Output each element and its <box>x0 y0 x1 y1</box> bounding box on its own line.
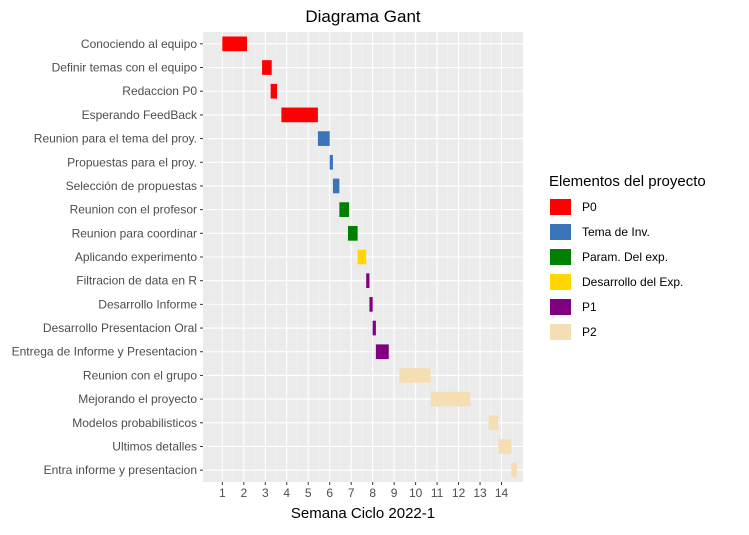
legend-entry-label: Param. Del exp. <box>582 250 668 264</box>
legend-swatch <box>550 274 571 290</box>
x-tick-label: 7 <box>348 486 355 500</box>
legend-swatch <box>550 324 571 340</box>
x-tick-label: 5 <box>305 486 312 500</box>
task-bar <box>372 320 376 336</box>
task-bar <box>329 154 333 170</box>
task-bar <box>281 107 318 123</box>
task-bar <box>375 344 389 360</box>
y-tick-label: Desarrollo Presentacion Oral <box>43 321 197 335</box>
y-tick-label: Desarrollo Informe <box>98 297 197 311</box>
x-tick-label: 13 <box>473 486 487 500</box>
task-bar <box>317 131 330 146</box>
task-bars <box>222 36 517 478</box>
legend-entry-label: P1 <box>582 300 597 314</box>
x-tick-label: 12 <box>452 486 466 500</box>
legend-entry-label: Tema de Inv. <box>582 225 650 239</box>
y-tick-label: Aplicando experimento <box>75 250 197 264</box>
x-tick-label: 4 <box>283 486 290 500</box>
y-tick-label: Filtracion de data en R <box>76 274 197 288</box>
x-tick-label: 11 <box>431 486 444 500</box>
task-bar <box>488 415 499 431</box>
x-tick-label: 6 <box>326 486 333 500</box>
y-tick-label: Reunion con el profesor <box>70 203 197 217</box>
y-axis-tick-labels: Conociendo al equipo Definir temas con el… <box>12 37 203 477</box>
x-axis-label: Semana Ciclo 2022-1 <box>291 505 435 522</box>
task-bar <box>262 60 272 75</box>
y-tick-label: Reunion para coordinar <box>72 226 197 240</box>
legend-swatch <box>550 199 571 215</box>
y-tick-label: Redaccion P0 <box>122 84 197 98</box>
task-bar <box>222 36 248 52</box>
x-tick-label: 10 <box>409 486 423 500</box>
y-tick-label: Esperando FeedBack <box>82 108 198 122</box>
legend-title: Elementos del proyecto <box>549 173 706 190</box>
y-tick-label: Propuestas para el proy. <box>67 155 197 169</box>
y-tick-label: Reunion para el tema del proy. <box>34 132 197 146</box>
x-tick-label: 3 <box>262 486 269 500</box>
legend-entry-label: P2 <box>582 325 597 339</box>
y-tick-label: Entra informe y presentacion <box>44 463 197 477</box>
task-bar <box>270 83 278 99</box>
y-tick-label: Modelos probabilisticos <box>72 416 197 430</box>
task-bar <box>511 462 517 478</box>
legend-swatch <box>550 249 571 265</box>
y-tick-label: Conociendo al equipo <box>81 37 197 51</box>
y-tick-label: Ultimos detalles <box>112 439 197 453</box>
task-bar <box>430 391 471 407</box>
task-bar <box>498 439 512 454</box>
x-tick-label: 1 <box>219 486 226 500</box>
task-bar <box>369 297 373 312</box>
task-bar <box>339 202 350 217</box>
y-tick-label: Reunion con el grupo <box>83 368 197 382</box>
x-tick-label: 14 <box>495 486 509 500</box>
x-tick-label: 8 <box>369 486 376 500</box>
x-axis-tick-labels: 1 2 3 4 5 6 7 8 9 10 11 12 13 14 <box>219 482 509 500</box>
legend: Elementos del proyecto P0 Tema de Inv. Par… <box>549 173 706 340</box>
y-tick-label: Selección de propuestas <box>66 179 197 193</box>
y-tick-label: Entrega de Informe y Presentacion <box>12 345 197 359</box>
legend-swatch <box>550 299 571 315</box>
y-tick-label: Definir temas con el equipo <box>52 61 198 75</box>
task-bar <box>366 273 370 289</box>
task-bar <box>332 178 340 194</box>
x-tick-label: 9 <box>391 486 398 500</box>
task-bar <box>399 368 431 383</box>
y-tick-label: Mejorando el proyecto <box>78 392 197 406</box>
legend-entry-label: Desarrollo del Exp. <box>582 275 683 289</box>
chart-title: Diagrama Gant <box>305 7 421 26</box>
legend-entry-label: P0 <box>582 200 597 214</box>
x-tick-label: 2 <box>240 486 247 500</box>
task-bar <box>347 225 358 241</box>
task-bar <box>357 249 367 265</box>
legend-swatch <box>550 224 571 240</box>
